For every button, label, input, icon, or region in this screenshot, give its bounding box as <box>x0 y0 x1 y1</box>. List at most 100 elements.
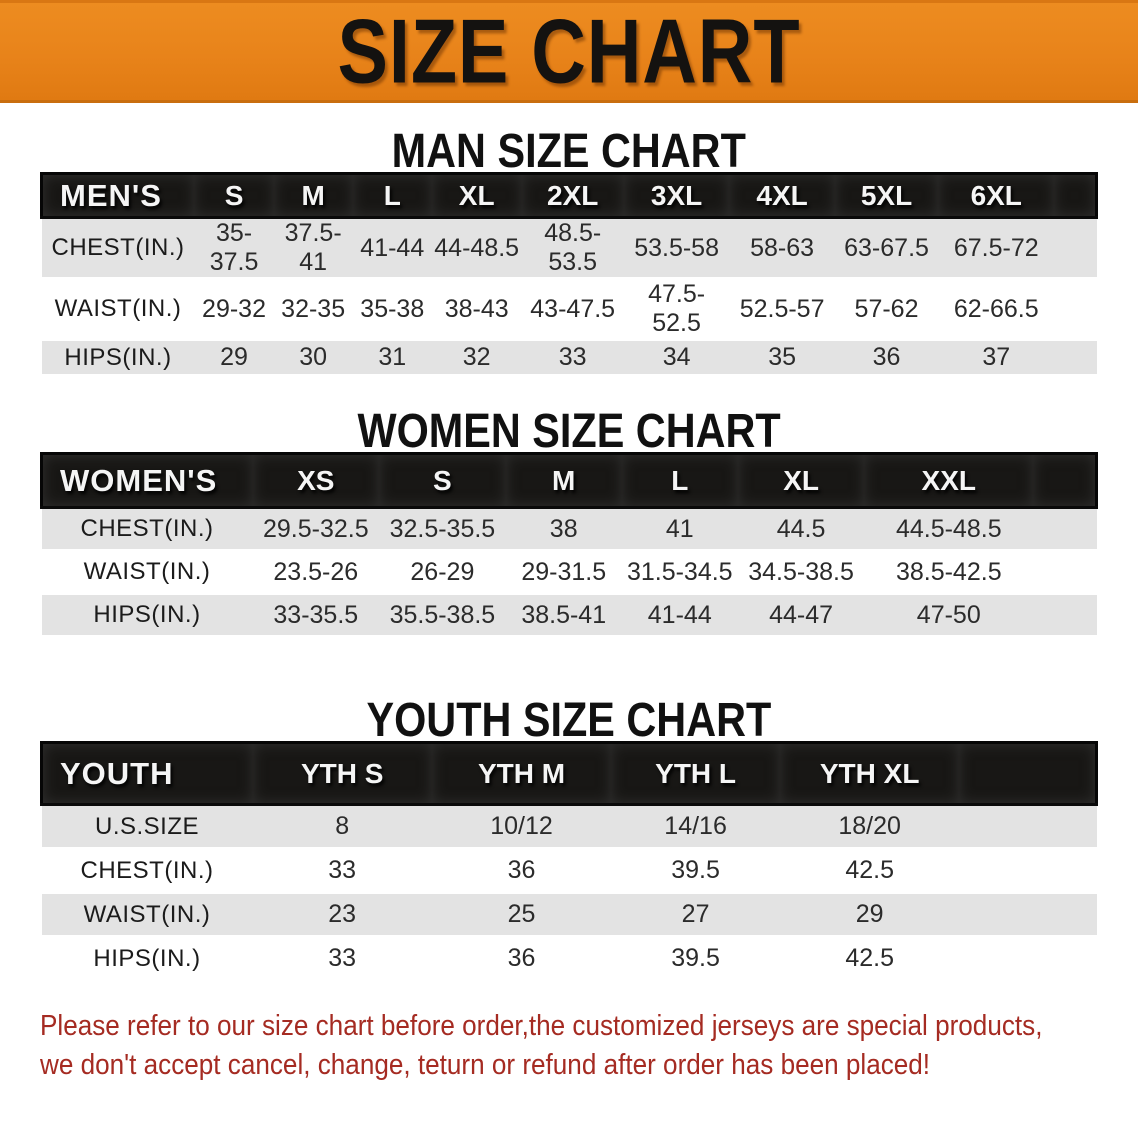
cell-value: 41 <box>621 506 738 551</box>
cell-value: 33 <box>252 935 432 979</box>
row-label: WAIST(IN.) <box>41 549 253 594</box>
cell-value: 39.5 <box>611 935 780 979</box>
row-filler <box>1054 338 1097 374</box>
men-size-table: MEN'S S M L XL 2XL 3XL 4XL 5XL 6XL CHEST(IN.) 35-3… <box>40 172 1099 374</box>
cell-value: 27 <box>611 891 780 937</box>
row-label: HIPS(IN.) <box>41 935 253 979</box>
row-label: HIPS(IN.) <box>41 338 195 374</box>
cell-value: 57-62 <box>834 277 939 340</box>
cell-value: 38.5-41 <box>505 592 622 635</box>
cell-value: 33 <box>521 338 624 374</box>
cell-value: 25 <box>431 891 612 937</box>
women-column-header: S <box>379 452 506 509</box>
women-row-hips-in: HIPS(IN.) 33-35.5 35.5-38.5 38.5-41 41-44 44-… <box>41 592 1097 635</box>
youth-column-header: YTH L <box>611 741 780 806</box>
row-label: CHEST(IN.) <box>41 216 195 279</box>
cell-value: 43-47.5 <box>521 277 624 340</box>
youth-column-header: YTH M <box>431 741 612 806</box>
row-label: WAIST(IN.) <box>41 277 195 340</box>
disclaimer-line-2: we don't accept cancel, change, teturn o… <box>40 1049 931 1081</box>
cell-value: 52.5-57 <box>729 277 835 340</box>
women-header-row: WOMEN'S XS S M L XL XXL <box>40 452 1099 509</box>
cell-value: 41-44 <box>621 592 738 635</box>
cell-value: 34.5-38.5 <box>737 549 865 594</box>
men-column-header: S <box>194 172 274 219</box>
banner-title: SIZE CHART <box>337 0 801 103</box>
women-header-filler <box>1033 452 1099 509</box>
men-header-filler <box>1054 172 1099 219</box>
row-filler <box>1033 592 1097 635</box>
row-label: U.S.SIZE <box>41 803 253 849</box>
men-column-header: 2XL <box>521 172 624 219</box>
cell-value: 36 <box>834 338 939 374</box>
men-section-title: MAN SIZE CHART <box>391 122 747 178</box>
cell-value: 35-38 <box>352 277 432 340</box>
cell-value: 29.5-32.5 <box>252 506 380 551</box>
youth-section-title: YOUTH SIZE CHART <box>366 691 772 747</box>
men-column-header: 4XL <box>729 172 835 219</box>
cell-value: 23 <box>252 891 432 937</box>
youth-column-header: YTH S <box>252 741 432 806</box>
cell-value: 31.5-34.5 <box>621 549 738 594</box>
cell-value: 36 <box>431 847 612 893</box>
cell-value: 48.5-53.5 <box>521 216 624 279</box>
youth-header-row: YOUTH YTH S YTH M YTH L YTH XL <box>40 741 1099 806</box>
women-column-header: XL <box>737 452 865 509</box>
men-header-row: MEN'S S M L XL 2XL 3XL 4XL 5XL 6XL <box>40 172 1099 219</box>
men-column-header: XL <box>431 172 522 219</box>
cell-value: 62-66.5 <box>938 277 1055 340</box>
cell-value: 42.5 <box>779 935 960 979</box>
cell-value: 41-44 <box>352 216 432 279</box>
cell-value: 42.5 <box>779 847 960 893</box>
women-column-header: XS <box>252 452 380 509</box>
men-column-header: 6XL <box>938 172 1055 219</box>
row-filler <box>1033 549 1097 594</box>
cell-value: 39.5 <box>611 847 780 893</box>
cell-value: 32 <box>431 338 522 374</box>
cell-value: 34 <box>623 338 730 374</box>
men-column-header: L <box>352 172 432 219</box>
row-filler <box>959 803 1097 849</box>
cell-value: 29-32 <box>194 277 274 340</box>
youth-row-hips-in: HIPS(IN.) 33 36 39.5 42.5 <box>41 935 1097 979</box>
cell-value: 44.5-48.5 <box>864 506 1034 551</box>
men-row-waist-in: WAIST(IN.) 29-32 32-35 35-38 38-43 43-47.5 47.… <box>41 277 1097 340</box>
women-section: WOMEN SIZE CHART <box>0 402 1138 458</box>
youth-row-waist-in: WAIST(IN.) 23 25 27 29 <box>41 891 1097 937</box>
youth-size-table: YOUTH YTH S YTH M YTH L YTH XL U.S.SIZE 8 10/1… <box>40 741 1099 979</box>
youth-column-header: YTH XL <box>779 741 960 806</box>
cell-value: 44-48.5 <box>431 216 522 279</box>
cell-value: 67.5-72 <box>938 216 1055 279</box>
men-corner-label: MEN'S <box>40 172 195 219</box>
men-column-header: 3XL <box>623 172 730 219</box>
youth-header-filler <box>959 741 1099 806</box>
women-section-title: WOMEN SIZE CHART <box>357 402 781 458</box>
row-filler <box>959 891 1097 937</box>
women-column-header: L <box>621 452 738 509</box>
cell-value: 53.5-58 <box>623 216 730 279</box>
cell-value: 26-29 <box>379 549 506 594</box>
cell-value: 44-47 <box>737 592 865 635</box>
men-row-chest-in: CHEST(IN.) 35-37.5 37.5-41 41-44 44-48.5 48.5… <box>41 216 1097 279</box>
cell-value: 58-63 <box>729 216 835 279</box>
row-label: HIPS(IN.) <box>41 592 253 635</box>
cell-value: 31 <box>352 338 432 374</box>
order-disclaimer-note: Please refer to our size chart before or… <box>40 1007 1138 1085</box>
women-size-table: WOMEN'S XS S M L XL XXL CHEST(IN.) 29.5-32.5 32.… <box>40 452 1099 635</box>
row-filler <box>1054 277 1097 340</box>
cell-value: 29 <box>194 338 274 374</box>
men-column-header: 5XL <box>834 172 939 219</box>
women-corner-label: WOMEN'S <box>40 452 253 509</box>
cell-value: 44.5 <box>737 506 865 551</box>
row-filler <box>1054 216 1097 279</box>
row-label: WAIST(IN.) <box>41 891 253 937</box>
size-chart-banner: SIZE CHART <box>0 0 1138 103</box>
cell-value: 30 <box>273 338 353 374</box>
men-row-hips-in: HIPS(IN.) 29 30 31 32 33 34 35 36 37 <box>41 338 1097 374</box>
cell-value: 23.5-26 <box>252 549 380 594</box>
cell-value: 33-35.5 <box>252 592 380 635</box>
row-filler <box>1033 506 1097 551</box>
row-filler <box>959 935 1097 979</box>
women-column-header: XXL <box>864 452 1034 509</box>
disclaimer-line-1: Please refer to our size chart before or… <box>40 1010 1043 1042</box>
